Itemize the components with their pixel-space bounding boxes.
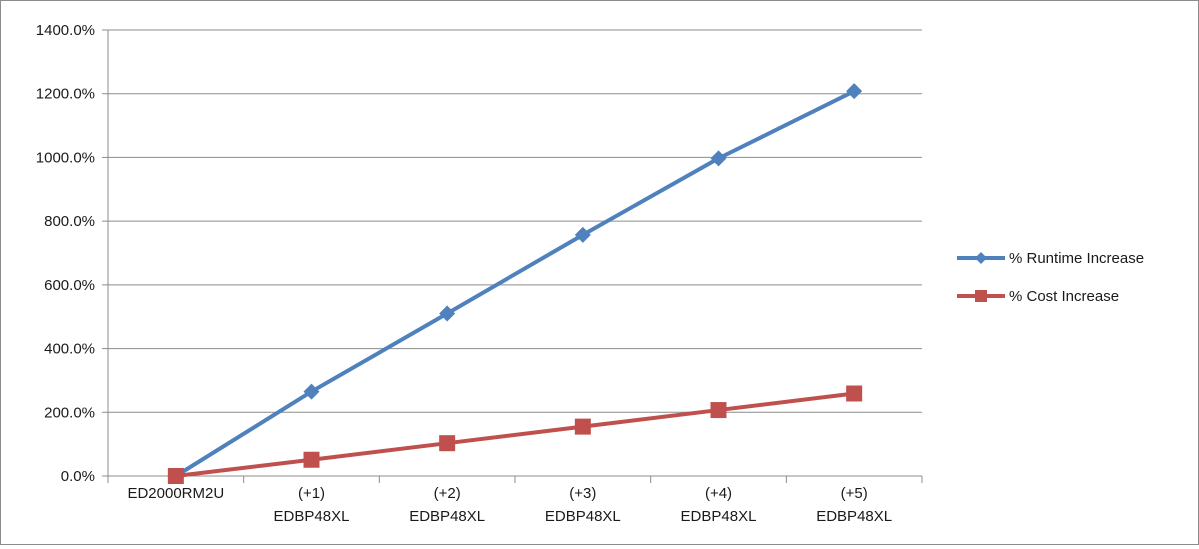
data-point-square: [303, 451, 320, 468]
data-point-square: [167, 468, 184, 484]
data-point-diamond: [574, 226, 591, 243]
x-tick-label: (+2): [434, 485, 461, 502]
x-tick-label: EDBP48XL: [681, 508, 757, 525]
data-point-diamond: [439, 305, 456, 322]
gridlines: [108, 29, 922, 413]
legend: % Runtime Increase % Cost Increase: [957, 250, 1144, 305]
series-lines: [167, 83, 863, 484]
series-line: [174, 89, 856, 478]
legend-label: % Cost Increase: [1009, 288, 1119, 305]
legend-marker-square: [975, 290, 987, 302]
data-point-diamond: [846, 83, 863, 100]
y-tick-label: 400.0%: [44, 341, 95, 358]
data-point-square: [439, 435, 456, 452]
data-point-square: [574, 418, 591, 435]
x-tick-label: EDBP48XL: [274, 508, 350, 525]
y-tick-label: 800.0%: [44, 213, 95, 230]
y-tick-label: 600.0%: [44, 277, 95, 294]
x-tick-label: EDBP48XL: [545, 508, 621, 525]
axes: 0.0% 200.0% 400.0% 600.0% 800.0% 1000.0% 1200.…: [36, 22, 923, 525]
legend-marker-diamond: [975, 252, 987, 264]
y-tick-label: 200.0%: [44, 404, 95, 421]
series-line: [175, 391, 855, 478]
x-tick-label: EDBP48XL: [816, 508, 892, 525]
y-tick-label: 0.0%: [61, 468, 95, 485]
x-tick-label: ED2000RM2U: [127, 485, 224, 502]
x-tick-label: (+4): [705, 485, 732, 502]
y-tick-label: 1000.0%: [36, 149, 95, 166]
data-point-square: [710, 402, 727, 419]
data-point-diamond: [710, 150, 727, 167]
data-point-square: [846, 385, 863, 402]
x-tick-label: (+1): [298, 485, 325, 502]
legend-label: % Runtime Increase: [1009, 250, 1144, 267]
data-point-diamond: [303, 383, 320, 400]
x-tick-label: (+5): [841, 485, 868, 502]
y-tick-label: 1200.0%: [36, 86, 95, 103]
y-tick-label: 1400.0%: [36, 22, 95, 39]
x-tick-label: EDBP48XL: [409, 508, 485, 525]
x-tick-label: (+3): [569, 485, 596, 502]
